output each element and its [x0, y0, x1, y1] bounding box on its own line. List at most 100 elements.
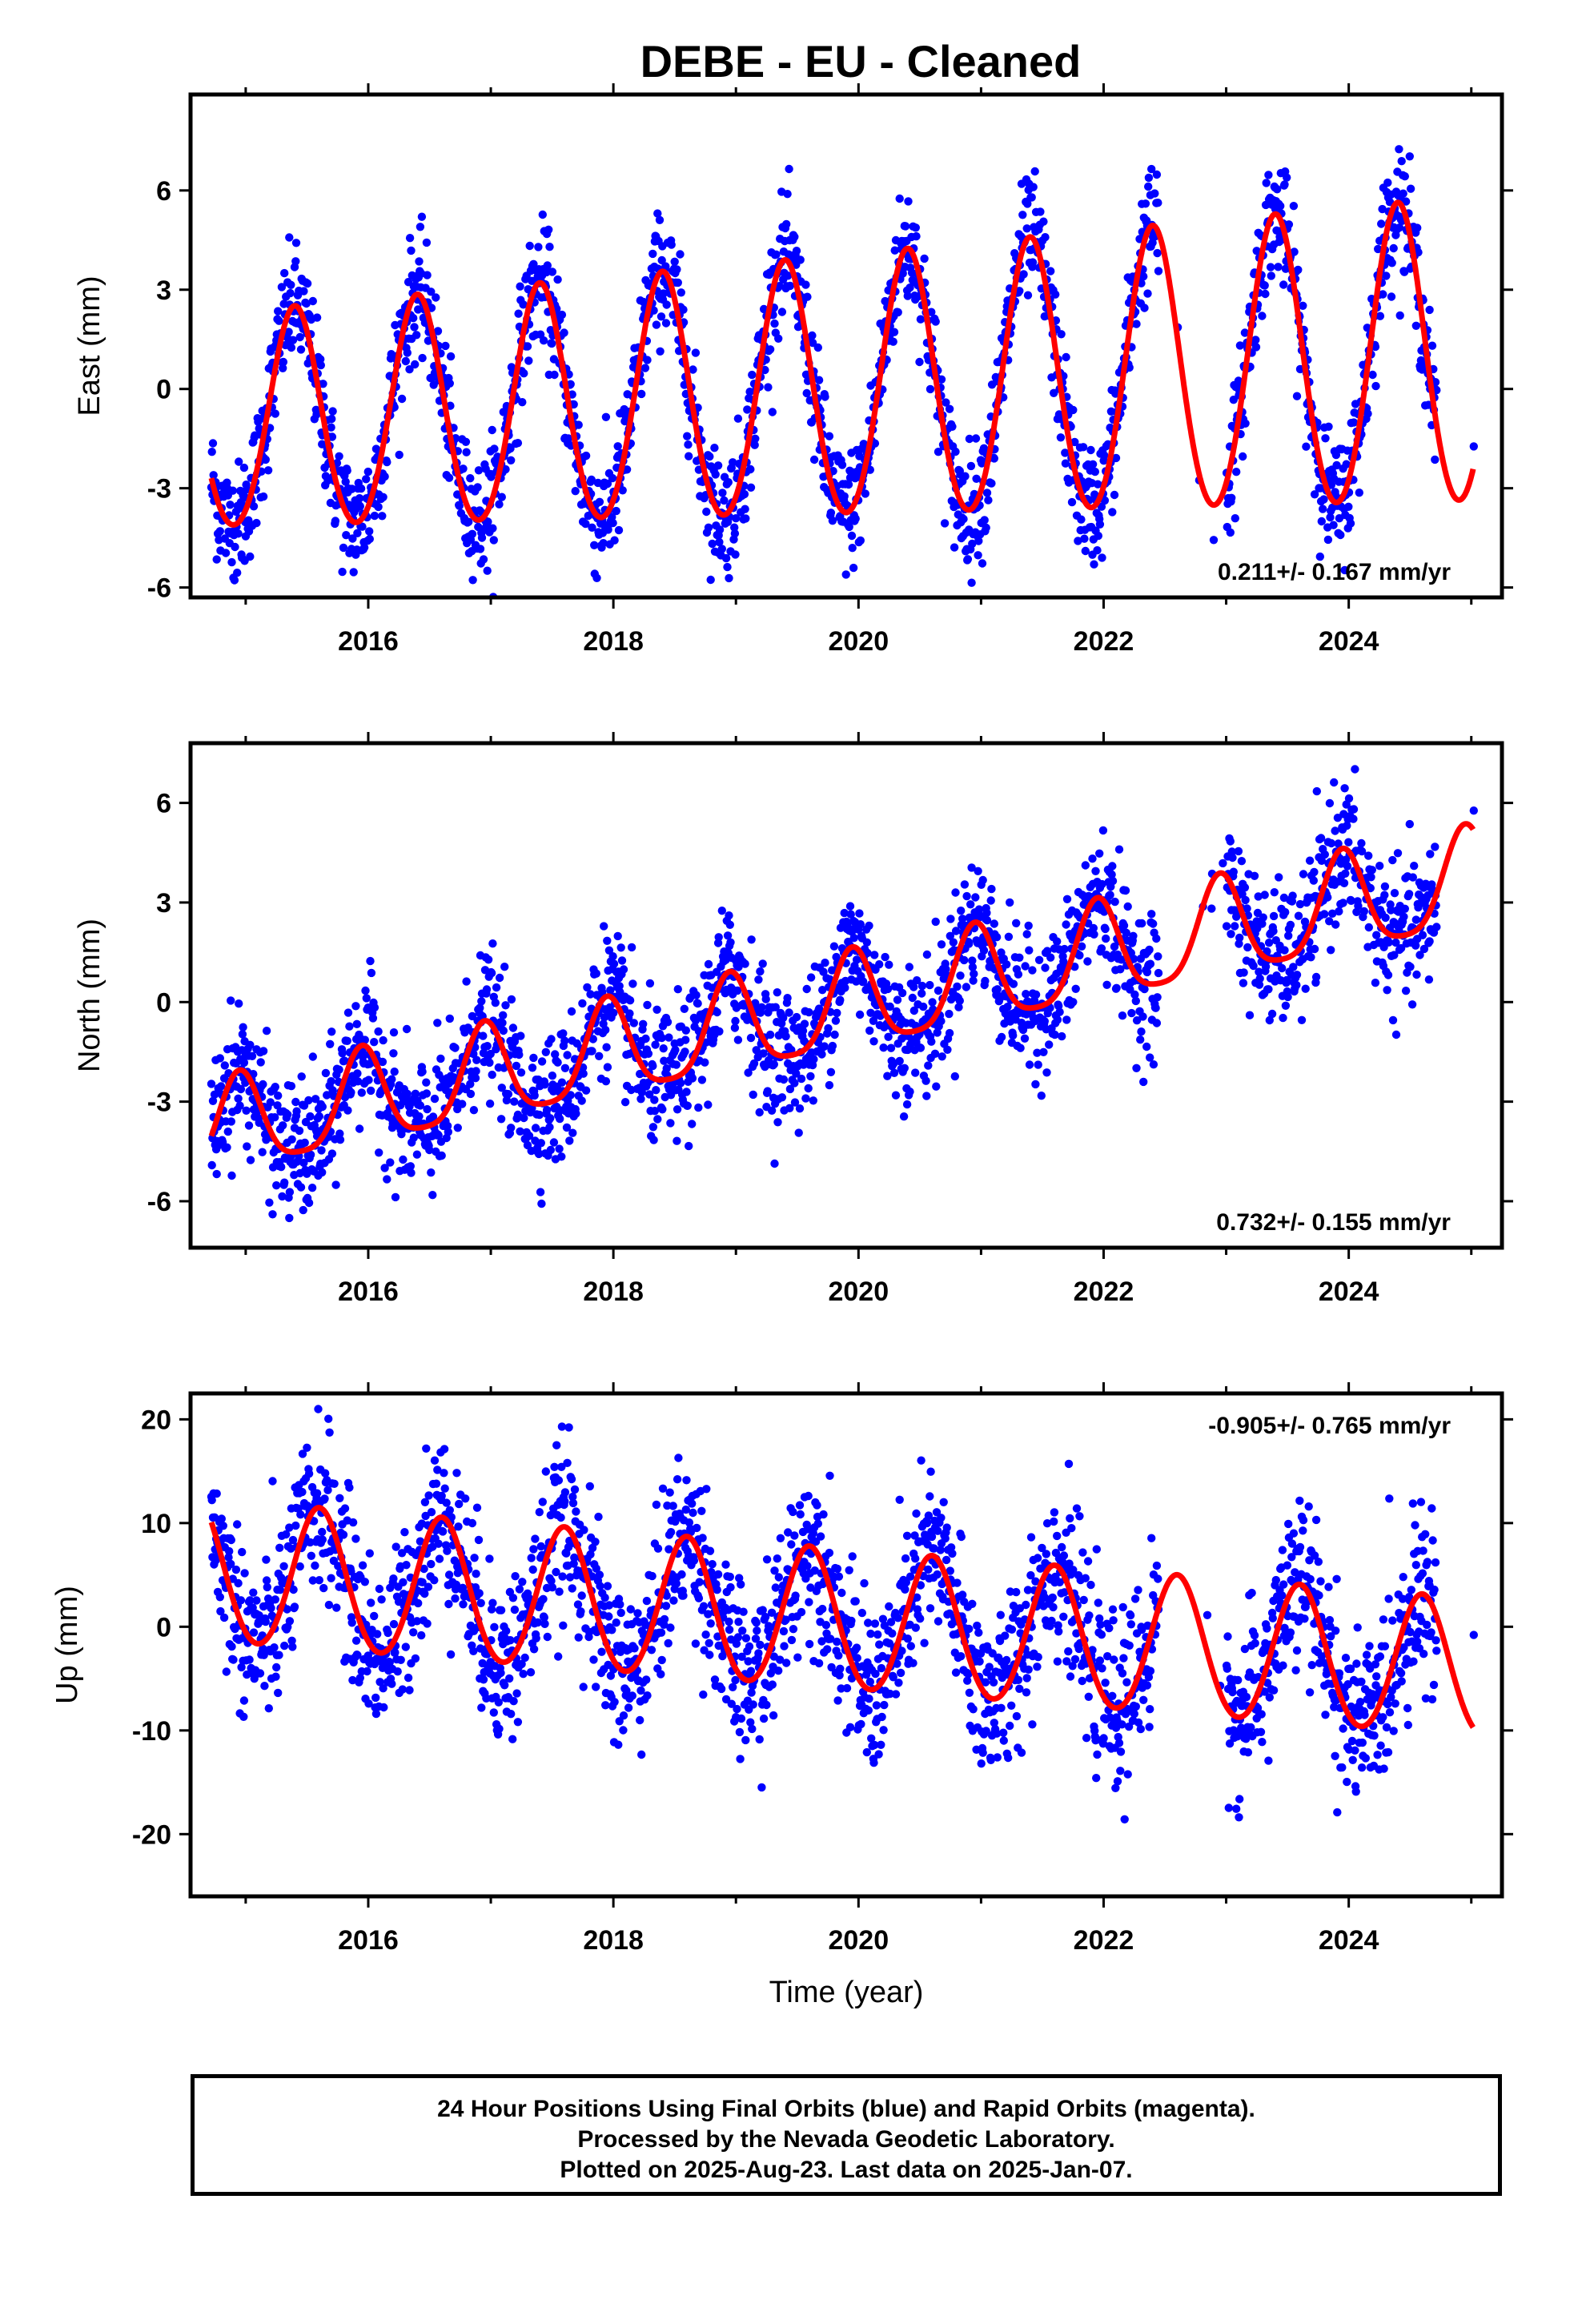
north-point — [1071, 984, 1080, 994]
north-point — [829, 942, 839, 951]
east-point — [608, 473, 617, 483]
north-point — [932, 1082, 941, 1091]
east-point — [649, 306, 658, 315]
east-point — [1154, 267, 1163, 275]
east-point — [1336, 530, 1345, 540]
east-point — [1140, 304, 1149, 312]
north-point — [755, 1108, 764, 1117]
north-point — [258, 1148, 267, 1156]
north-point — [451, 1043, 460, 1052]
up-point — [255, 1669, 265, 1678]
east-point — [731, 550, 740, 559]
north-point — [779, 1075, 789, 1084]
east-point — [418, 353, 427, 363]
north-point — [300, 1138, 309, 1148]
north-point — [407, 1168, 416, 1177]
north-point — [262, 1027, 271, 1035]
east-point — [506, 444, 515, 453]
north-point — [770, 1159, 779, 1168]
east-point — [966, 461, 976, 471]
east-point — [249, 502, 259, 511]
north-point — [236, 1084, 246, 1094]
east-point — [1342, 460, 1351, 468]
north-point — [317, 1146, 326, 1155]
north-point — [731, 1016, 740, 1026]
north-point — [568, 1128, 577, 1137]
up-point — [509, 1697, 518, 1706]
north-point — [1114, 845, 1124, 854]
east-point — [288, 336, 298, 344]
north-point — [247, 1051, 257, 1061]
north-point — [683, 1101, 692, 1111]
north-point — [673, 1136, 681, 1145]
up-point — [233, 1520, 242, 1529]
north-point — [422, 1078, 431, 1087]
north-point — [1283, 992, 1292, 1002]
north-point — [516, 1031, 525, 1040]
north-point — [515, 1050, 524, 1059]
east-point — [1355, 489, 1364, 497]
east-point — [1340, 565, 1349, 575]
north-point — [756, 967, 765, 976]
east-point — [782, 219, 791, 229]
north-point — [1024, 921, 1033, 931]
north-point — [277, 1163, 286, 1172]
east-point — [1321, 434, 1330, 443]
north-point — [1207, 904, 1216, 913]
north-point — [652, 1086, 661, 1095]
north-point — [469, 1106, 479, 1115]
east-point — [1267, 271, 1276, 280]
east-point — [1346, 519, 1355, 528]
north-point — [937, 1016, 946, 1026]
north-point — [955, 996, 965, 1005]
east-point — [968, 539, 977, 549]
east-point — [622, 465, 632, 474]
east-point — [934, 448, 943, 456]
east-point — [279, 357, 288, 367]
north-point — [560, 1063, 570, 1073]
north-point — [798, 1027, 808, 1035]
north-point — [777, 1093, 787, 1102]
north-point — [292, 1107, 301, 1116]
east-point — [1411, 321, 1421, 330]
north-point — [1081, 861, 1090, 870]
north-point — [922, 950, 932, 959]
up-point — [496, 1668, 505, 1678]
north-point — [210, 1090, 219, 1100]
east-ytick-label: 0 — [156, 375, 171, 405]
north-point — [891, 1091, 901, 1100]
up-point — [399, 1578, 408, 1587]
north-point — [495, 973, 504, 983]
north-point — [1250, 871, 1259, 881]
east-point — [961, 472, 970, 480]
north-point — [1062, 895, 1072, 904]
up-point — [485, 1554, 494, 1563]
north-point — [548, 1072, 557, 1080]
north-point — [619, 965, 628, 974]
north-point — [1401, 987, 1411, 995]
east-point — [813, 343, 822, 352]
north-point — [296, 1183, 306, 1192]
east-point — [844, 480, 853, 489]
east-point — [1302, 442, 1311, 451]
north-point — [1280, 946, 1289, 955]
north-point — [820, 1042, 829, 1051]
north-point — [1229, 867, 1239, 876]
east-point — [982, 489, 992, 497]
east-point — [1036, 207, 1045, 216]
east-point — [711, 470, 720, 479]
east-point — [945, 404, 954, 413]
east-point — [740, 489, 749, 499]
up-point — [488, 1598, 497, 1607]
east-point — [417, 212, 427, 221]
north-point — [1340, 784, 1349, 793]
north-point — [374, 1027, 383, 1036]
east-point — [348, 534, 357, 543]
east-point — [285, 233, 294, 242]
east-point — [1039, 217, 1048, 226]
east-point — [444, 473, 454, 482]
north-point — [1301, 984, 1310, 993]
east-point — [312, 410, 321, 419]
east-point — [612, 506, 620, 516]
north-point — [1309, 876, 1319, 885]
